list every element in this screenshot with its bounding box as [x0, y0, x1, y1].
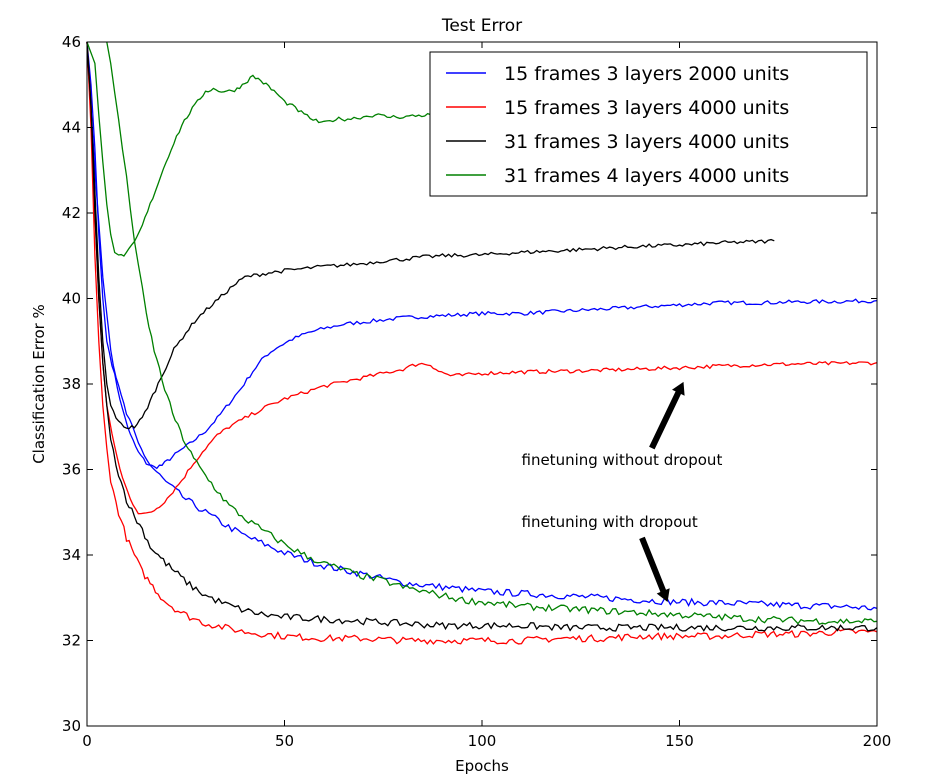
x-tick-label: 100: [468, 732, 497, 750]
series-line-31-frames-4-layers-4000-units-dropout: [106, 41, 878, 625]
chart-title: Test Error: [441, 16, 522, 36]
annotation-arrow: [639, 536, 670, 602]
legend-box: [429, 51, 868, 197]
annotation-label: finetuning without dropout: [522, 451, 723, 469]
series-line-15-frames-3-layers-4000-units-no-dropout: [86, 41, 878, 515]
x-axis: 0 50 100 150 200: [82, 42, 891, 750]
annotation-label: finetuning with dropout: [522, 513, 698, 531]
x-tick-label: 150: [665, 732, 694, 750]
x-axis-title: Epochs: [455, 757, 509, 775]
y-tick-label: 38: [62, 375, 81, 393]
legend: 15 frames 3 layers 2000 units 15 frames 3…: [429, 51, 868, 197]
y-axis: 30 32 34 36 38 40 42 44 46: [62, 33, 877, 735]
series-line-31-frames-3-layers-4000-units-no-dropout: [86, 41, 775, 430]
y-tick-label: 30: [62, 717, 81, 735]
legend-label: 31 frames 3 layers 4000 units: [504, 131, 789, 153]
y-tick-label: 36: [62, 461, 81, 479]
series-layer: [86, 41, 878, 645]
legend-label: 31 frames 4 layers 4000 units: [504, 165, 789, 187]
x-tick-label: 50: [275, 732, 294, 750]
series-line-15-frames-3-layers-4000-units-dropout: [86, 41, 878, 645]
series-line-31-frames-4-layers-4000-units-no-dropout: [86, 41, 431, 257]
x-tick-label: 200: [863, 732, 892, 750]
series-line-15-frames-3-layers-2000-units-dropout: [86, 41, 878, 611]
y-tick-label: 42: [62, 204, 81, 222]
annotation-arrow: [649, 381, 685, 450]
series-line-31-frames-3-layers-4000-units-dropout: [86, 41, 878, 632]
y-tick-label: 32: [62, 632, 81, 650]
y-axis-title: Classification Error %: [30, 304, 48, 464]
legend-label: 15 frames 3 layers 2000 units: [504, 63, 789, 85]
y-tick-label: 40: [62, 290, 81, 308]
x-tick-label: 0: [82, 732, 92, 750]
annotation-layer: finetuning without dropout finetuning wit…: [522, 381, 723, 602]
y-tick-label: 46: [62, 33, 81, 51]
y-tick-label: 34: [62, 546, 81, 564]
y-tick-label: 44: [62, 119, 81, 137]
legend-label: 15 frames 3 layers 4000 units: [504, 97, 789, 119]
series-line-15-frames-3-layers-2000-units-no-dropout: [86, 41, 878, 470]
